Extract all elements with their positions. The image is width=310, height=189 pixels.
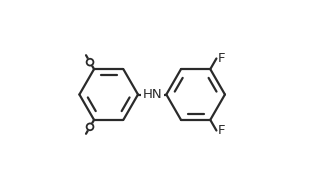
- Text: F: F: [218, 52, 225, 65]
- Circle shape: [86, 59, 93, 66]
- Text: F: F: [218, 124, 225, 137]
- Circle shape: [86, 123, 93, 130]
- Text: HN: HN: [142, 88, 162, 101]
